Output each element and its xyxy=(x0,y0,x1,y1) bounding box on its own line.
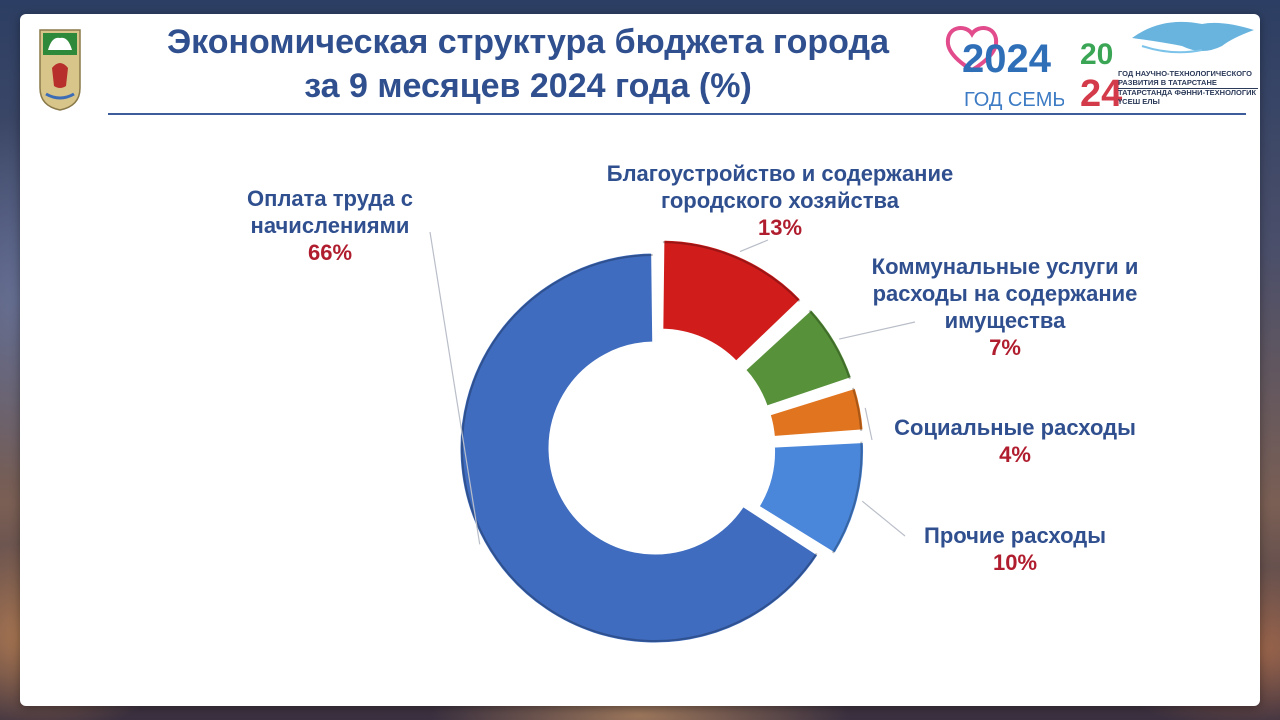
label-other-value: 10% xyxy=(992,550,1038,575)
label-improvement-value: 13% xyxy=(757,215,803,240)
label-improvement-line-1: Благоустройство и содержание xyxy=(606,161,954,186)
label-salaries: Оплата труда с начислениями 66% xyxy=(200,185,460,266)
label-utilities-value: 7% xyxy=(989,335,1021,360)
label-social-value: 4% xyxy=(999,442,1031,467)
label-utilities: Коммунальные услуги и расходы на содержа… xyxy=(835,253,1175,361)
label-utilities-line-3: имущества xyxy=(944,308,1066,333)
label-other: Прочие расходы 10% xyxy=(885,522,1145,576)
label-salaries-line-1: Оплата труда с xyxy=(247,186,413,211)
tech-caption-tt-1: ТАТАРСТАНДА ФӘННИ-ТЕХНОЛОГИК xyxy=(1118,88,1258,97)
label-utilities-line-2: расходы на содержание xyxy=(872,281,1138,306)
label-utilities-line-1: Коммунальные услуги и xyxy=(871,254,1139,279)
leader-improvement xyxy=(739,239,769,253)
label-improvement-line-2: городского хозяйства xyxy=(660,188,899,213)
label-other-line-1: Прочие расходы xyxy=(924,523,1106,548)
tech-caption-ru-1: ГОД НАУЧНО-ТЕХНОЛОГИЧЕСКОГО xyxy=(1118,69,1253,78)
leader-other xyxy=(861,500,906,537)
label-social: Социальные расходы 4% xyxy=(865,414,1165,468)
tech-logo-caption: ГОД НАУЧНО-ТЕХНОЛОГИЧЕСКОГО РАЗВИТИЯ В Т… xyxy=(1118,69,1258,106)
title-line-2: за 9 месяцев 2024 года (%) xyxy=(304,67,752,105)
slice-utilities-edge xyxy=(808,309,851,380)
family-logo-text: ГОД СЕМЬИ xyxy=(964,89,1064,111)
slice-utilities xyxy=(742,306,855,410)
label-salaries-line-2: начислениями xyxy=(250,213,410,238)
label-salaries-value: 66% xyxy=(307,240,353,265)
title-divider xyxy=(108,113,1246,115)
slice-social-edge xyxy=(852,387,863,432)
leader-social xyxy=(864,407,873,441)
slice-salaries-edge xyxy=(461,254,818,642)
label-improvement: Благоустройство и содержание городского … xyxy=(560,160,1000,241)
slice-salaries xyxy=(457,250,822,646)
tech-caption-tt-2: ҮСЕШ ЕЛЫ xyxy=(1118,96,1160,106)
science-year-logo: 20 24 xyxy=(1080,21,1254,114)
tech-caption-ru-2: РАЗВИТИЯ В ТАТАРСТАНЕ xyxy=(1118,77,1217,87)
leader-salaries xyxy=(429,231,481,545)
leader-utilities xyxy=(839,321,916,340)
slice-other xyxy=(755,439,867,557)
slice-improvement xyxy=(660,237,804,365)
tech-logo-year-top: 20 xyxy=(1080,38,1113,71)
tech-logo-year-bottom: 24 xyxy=(1080,73,1122,114)
city-coat-of-arms xyxy=(39,29,81,111)
slice-other-edge xyxy=(831,441,863,554)
title-line-1: Экономическая структура бюджета города xyxy=(166,23,889,61)
year-of-family-logo: 2024 ГОД СЕМЬИ xyxy=(945,26,1064,111)
label-social-line-1: Социальные расходы xyxy=(894,415,1136,440)
page-title: Экономическая структура бюджета города з… xyxy=(108,20,948,108)
slice-social xyxy=(767,385,866,440)
slice-improvement-edge xyxy=(662,241,801,303)
family-logo-year: 2024 xyxy=(962,37,1052,81)
